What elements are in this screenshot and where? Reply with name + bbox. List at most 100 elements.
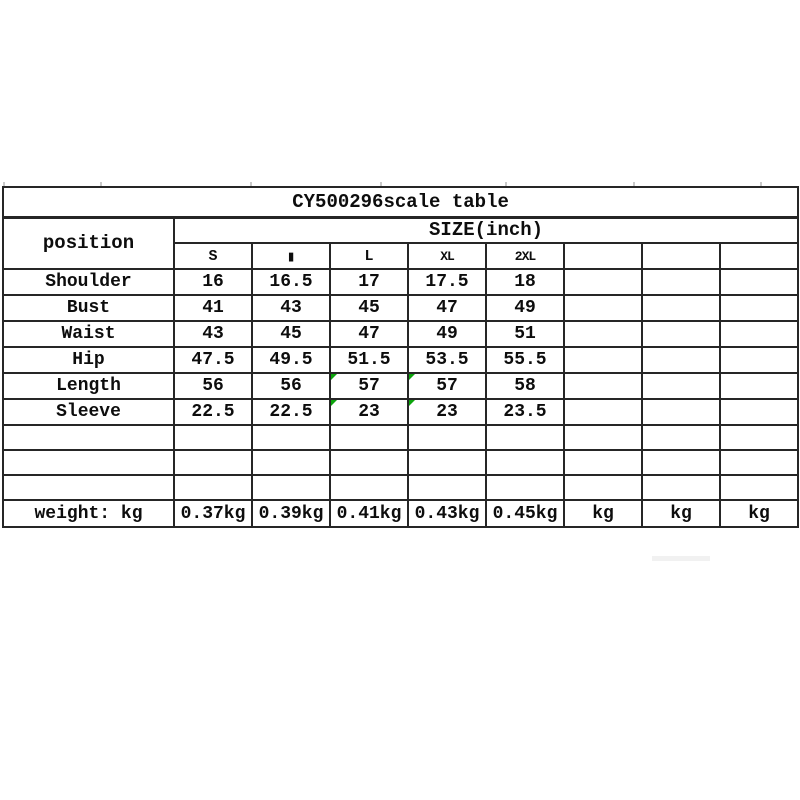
empty-cell (251, 449, 331, 476)
empty-header-cell (563, 242, 643, 270)
cell: 45 (329, 294, 409, 322)
title-row: CY500296scale table (1, 186, 800, 219)
cell: 23.5 (485, 398, 565, 426)
table-row-hip: Hip 47.5 49.5 51.5 53.5 55.5 (2, 346, 800, 374)
row-label: Bust (2, 294, 175, 322)
cell: kg (563, 499, 643, 528)
error-flag-triangle-icon (332, 401, 337, 406)
empty-cell (563, 372, 643, 400)
cell: 22.5 (251, 398, 331, 426)
table-row-sleeve: Sleeve 22.5 22.5 23 23 23.5 (2, 398, 800, 426)
empty-cell (641, 346, 721, 374)
position-header: position (2, 216, 175, 270)
cell: 49 (485, 294, 565, 322)
table-title: CY500296scale table (1, 186, 800, 219)
watermark-smudge (652, 556, 710, 561)
empty-row (2, 449, 800, 476)
empty-cell (718, 372, 800, 400)
empty-cell (641, 474, 721, 501)
cell: kg (641, 499, 721, 528)
size-col-l: L (329, 242, 409, 270)
row-label: Length (2, 372, 175, 400)
empty-cell (718, 294, 800, 322)
cell: 51 (485, 320, 565, 348)
cell: 17.5 (407, 268, 487, 296)
empty-cell (329, 449, 409, 476)
table-row-shoulder: Shoulder 16 16.5 17 17.5 18 (2, 268, 800, 296)
empty-cell (2, 474, 175, 501)
error-flag-triangle-icon (332, 375, 337, 380)
empty-cell (641, 449, 721, 476)
cell: 0.41kg (329, 499, 409, 528)
empty-cell (641, 424, 721, 451)
empty-cell (718, 424, 800, 451)
empty-cell (173, 424, 253, 451)
cell: 43 (173, 320, 253, 348)
empty-cell (173, 449, 253, 476)
grid-tick (760, 182, 762, 186)
empty-header-cell (641, 242, 721, 270)
empty-cell (563, 346, 643, 374)
row-label: Shoulder (2, 268, 175, 296)
empty-cell (173, 474, 253, 501)
empty-cell (485, 424, 565, 451)
empty-cell (2, 424, 175, 451)
cell: 22.5 (173, 398, 253, 426)
cell: 47 (329, 320, 409, 348)
cell: 16 (173, 268, 253, 296)
grid-tick (100, 182, 102, 186)
empty-cell (251, 474, 331, 501)
cell-flagged: 57 (407, 372, 487, 400)
empty-cell (641, 268, 721, 296)
cell: 56 (173, 372, 253, 400)
grid-tick (250, 182, 252, 186)
empty-cell (251, 424, 331, 451)
cell: 56 (251, 372, 331, 400)
size-col-s: S (173, 242, 253, 270)
empty-cell (407, 424, 487, 451)
grid-tick (505, 182, 507, 186)
table-row-bust: Bust 41 43 45 47 49 (2, 294, 800, 322)
cell: 53.5 (407, 346, 487, 374)
empty-cell (563, 294, 643, 322)
cell: 0.39kg (251, 499, 331, 528)
cell: kg (718, 499, 800, 528)
cell: 0.45kg (485, 499, 565, 528)
empty-cell (407, 474, 487, 501)
grid-tick (633, 182, 635, 186)
cell-value: 57 (436, 376, 458, 396)
cell: 17 (329, 268, 409, 296)
empty-cell (563, 474, 643, 501)
cell: 16.5 (251, 268, 331, 296)
table-row-length: Length 56 56 57 57 58 (2, 372, 800, 400)
cell: 47 (407, 294, 487, 322)
cell-value: 57 (358, 376, 380, 396)
row-label: Waist (2, 320, 175, 348)
empty-cell (563, 398, 643, 426)
row-label: Hip (2, 346, 175, 374)
empty-cell (718, 449, 800, 476)
watermark-smudge (646, 550, 718, 556)
cell: 55.5 (485, 346, 565, 374)
cell: 0.43kg (407, 499, 487, 528)
empty-cell (718, 474, 800, 501)
empty-cell (641, 320, 721, 348)
empty-cell (485, 449, 565, 476)
cell: 51.5 (329, 346, 409, 374)
empty-cell (407, 449, 487, 476)
cell-flagged: 23 (407, 398, 487, 426)
empty-cell (718, 268, 800, 296)
cell: 49 (407, 320, 487, 348)
size-header-row: position SIZE(inch) (2, 216, 800, 270)
table-row-weight: weight: kg 0.37kg 0.39kg 0.41kg 0.43kg 0… (2, 499, 800, 528)
cell: 58 (485, 372, 565, 400)
cell-value: 23 (358, 402, 380, 422)
grid-tick (3, 182, 5, 186)
cell: 47.5 (173, 346, 253, 374)
empty-header-cell (718, 242, 800, 270)
empty-cell (563, 449, 643, 476)
empty-cell (641, 398, 721, 426)
cell: 49.5 (251, 346, 331, 374)
empty-cell (718, 346, 800, 374)
empty-cell (563, 424, 643, 451)
